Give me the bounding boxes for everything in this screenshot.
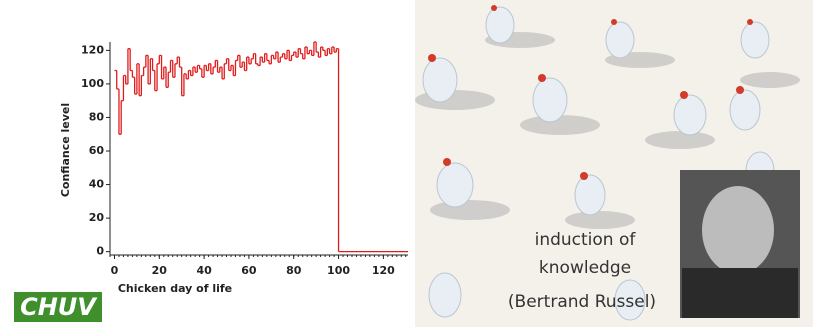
x-axis-label: Chicken day of life — [118, 282, 232, 295]
y-tick-label: 100 — [81, 77, 104, 90]
x-tick-label: 40 — [196, 264, 212, 277]
caption-author: (Bertrand Russel) — [508, 292, 656, 312]
russell-suit — [682, 268, 798, 318]
caption-line: knowledge — [539, 258, 631, 278]
y-tick-label: 80 — [89, 110, 105, 123]
y-tick-label: 0 — [96, 245, 104, 258]
chart: induction of knowledge (Bertrand Russel)… — [0, 0, 813, 327]
x-tick-label: 60 — [241, 264, 257, 277]
y-tick-label: 20 — [89, 211, 105, 224]
x-tick-label: 120 — [372, 264, 395, 277]
slide: induction of knowledge (Bertrand Russel)… — [0, 0, 813, 327]
logo: CHUV — [20, 293, 98, 321]
y-axis-label: Confiance level — [59, 103, 72, 197]
y-tick-label: 60 — [89, 144, 105, 157]
y-tick-label: 120 — [81, 43, 104, 56]
x-tick-label: 20 — [152, 264, 168, 277]
x-tick-label: 80 — [286, 264, 302, 277]
russell-face — [702, 186, 774, 274]
x-tick-label: 100 — [327, 264, 350, 277]
x-tick-label: 0 — [111, 264, 119, 277]
y-tick-label: 40 — [89, 178, 105, 191]
caption-line: induction of — [535, 230, 637, 250]
